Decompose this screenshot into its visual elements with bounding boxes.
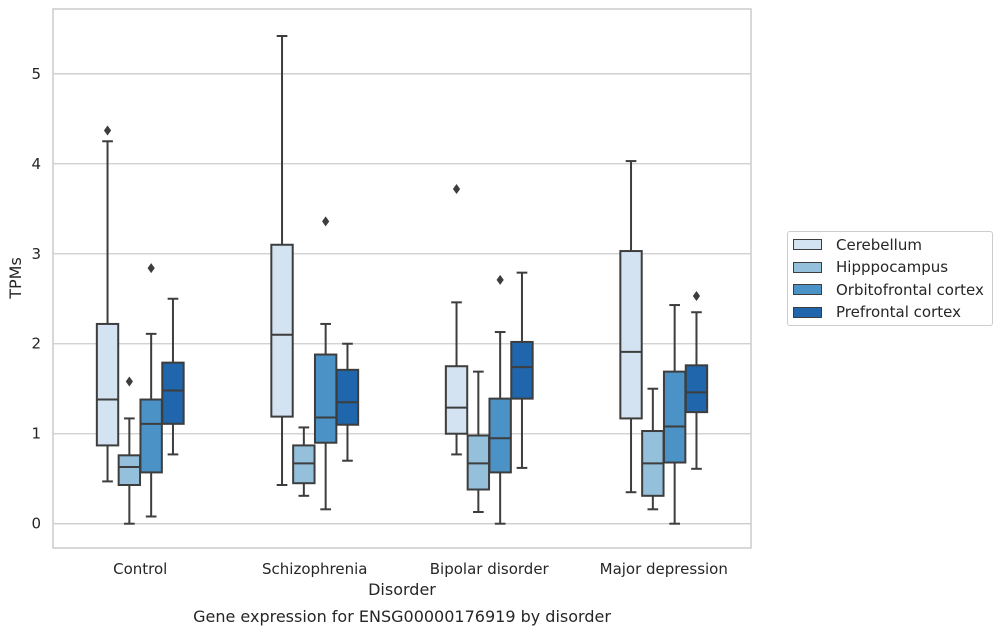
box-cerebellum bbox=[619, 160, 643, 494]
box-prefrontal-cortex bbox=[161, 297, 185, 456]
y-tick-label: 2 bbox=[31, 335, 41, 353]
iqr-box bbox=[95, 322, 120, 447]
box-cerebellum bbox=[95, 125, 120, 483]
outlier-point bbox=[692, 291, 701, 302]
iqr-box bbox=[117, 454, 142, 487]
box-orbitofrontal-cortex bbox=[313, 216, 338, 511]
legend-swatch bbox=[793, 261, 822, 273]
box-orbitofrontal-cortex bbox=[488, 274, 512, 525]
x-tick-label: Bipolar disorder bbox=[430, 560, 550, 578]
iqr-box bbox=[619, 250, 643, 420]
legend-item: Cerebellum bbox=[793, 235, 922, 254]
iqr-box bbox=[139, 398, 163, 474]
outlier-point bbox=[147, 263, 155, 274]
y-tick-labels: 0 1 2 3 4 5 bbox=[31, 65, 41, 533]
outlier-point bbox=[496, 274, 504, 285]
x-tick-label: Schizophrenia bbox=[262, 560, 367, 578]
box-hipppocampus bbox=[117, 376, 142, 525]
iqr-box bbox=[488, 397, 512, 474]
box-orbitofrontal-cortex bbox=[662, 304, 687, 525]
legend-label: Orbitofrontal cortex bbox=[836, 280, 984, 299]
iqr-box bbox=[444, 365, 469, 435]
box-orbitofrontal-cortex bbox=[139, 263, 163, 518]
box-series bbox=[95, 34, 709, 525]
x-axis-label: Disorder bbox=[368, 580, 436, 599]
outlier-point bbox=[452, 183, 461, 194]
box-prefrontal-cortex bbox=[510, 271, 534, 469]
y-tick-label: 4 bbox=[31, 155, 41, 173]
x-tick-label: Major depression bbox=[600, 560, 728, 578]
box-prefrontal-cortex bbox=[684, 291, 709, 470]
outlier-point bbox=[322, 216, 330, 227]
y-tick-label: 1 bbox=[31, 425, 41, 443]
legend-label: Cerebellum bbox=[836, 235, 922, 254]
legend-swatch bbox=[793, 284, 822, 295]
box-hipppocampus bbox=[466, 370, 491, 514]
iqr-box bbox=[313, 353, 338, 444]
legend-swatch bbox=[793, 306, 822, 318]
iqr-box bbox=[662, 370, 687, 464]
box-hipppocampus bbox=[292, 426, 316, 497]
outlier-point bbox=[103, 125, 112, 136]
legend-label: Prefrontal cortex bbox=[836, 303, 961, 321]
iqr-box bbox=[161, 361, 185, 425]
box-cerebellum bbox=[444, 183, 469, 456]
y-tick-label: 0 bbox=[31, 515, 41, 533]
y-axis-label: TPMs bbox=[6, 257, 25, 300]
iqr-box bbox=[510, 340, 534, 400]
y-tick-label: 3 bbox=[31, 245, 41, 263]
x-tick-label: Control bbox=[113, 560, 167, 578]
x-tick-labels: Control Schizophrenia Bipolar disorder Majo… bbox=[113, 560, 728, 578]
legend-item: Hipppocampus bbox=[793, 258, 949, 276]
legend-label: Hipppocampus bbox=[836, 258, 949, 276]
legend: Cerebellum Hipppocampus Orbitofrontal cort… bbox=[787, 231, 993, 326]
box-hipppocampus bbox=[641, 387, 665, 511]
iqr-box bbox=[335, 368, 360, 426]
grid-lines bbox=[53, 73, 751, 525]
y-tick-label: 5 bbox=[31, 65, 41, 83]
outlier-point bbox=[125, 376, 133, 387]
plot-frame bbox=[52, 8, 752, 549]
chart-caption: Gene expression for ENSG00000176919 by d… bbox=[193, 607, 611, 626]
box-cerebellum bbox=[270, 34, 294, 487]
box-prefrontal-cortex bbox=[335, 342, 360, 462]
iqr-box bbox=[270, 243, 294, 418]
legend-swatch bbox=[793, 239, 822, 250]
legend-item: Prefrontal cortex bbox=[793, 303, 961, 321]
legend-item: Orbitofrontal cortex bbox=[793, 280, 984, 299]
iqr-box bbox=[684, 364, 709, 414]
